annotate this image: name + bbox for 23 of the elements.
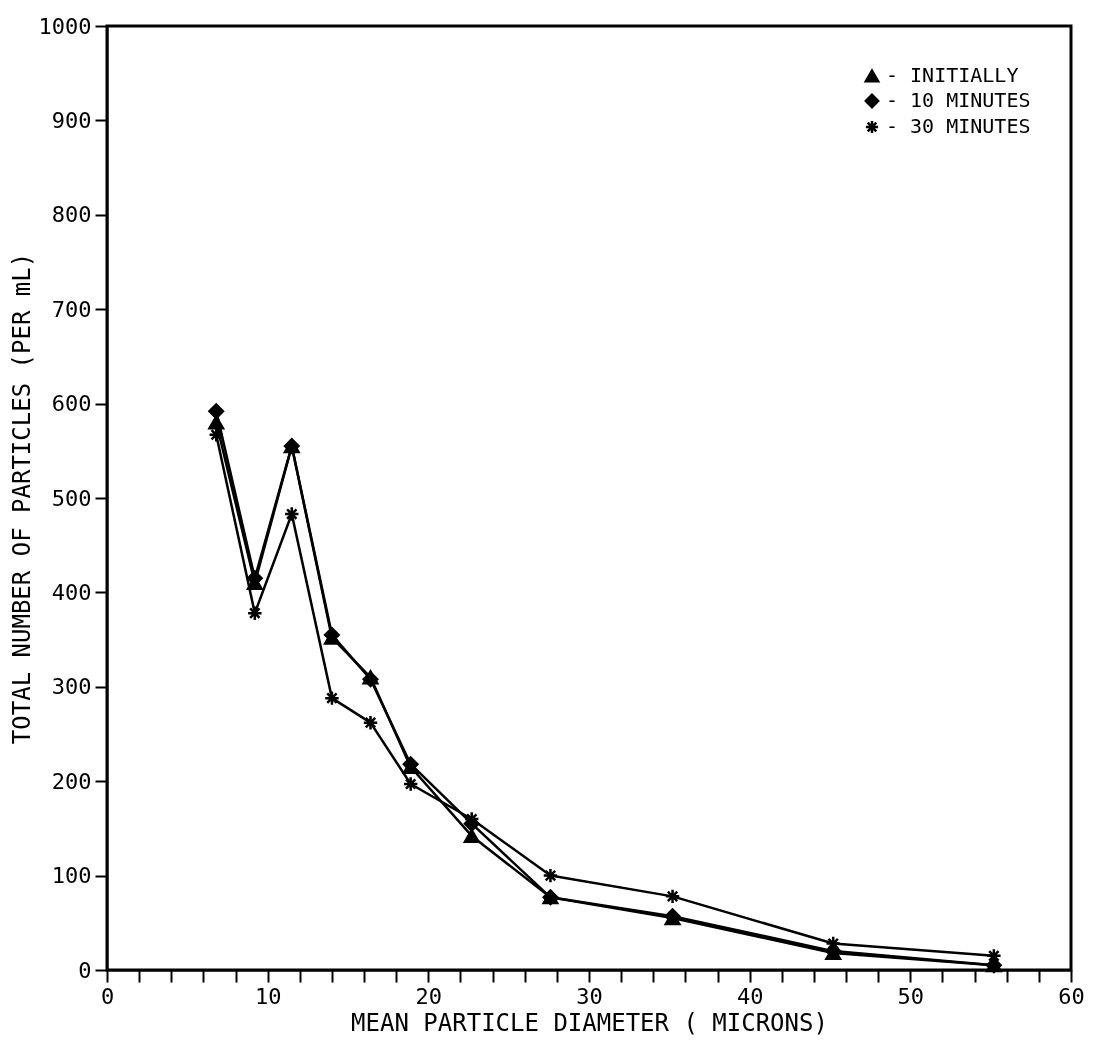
- y-tick-label: 200: [51, 768, 92, 794]
- x-tick-label: 50: [897, 983, 925, 1009]
- x-tick-label: 30: [576, 983, 603, 1009]
- x-tick-label: 0: [100, 983, 115, 1009]
- x-axis-title: MEAN PARTICLE DIAMETER ( MICRONS): [351, 1008, 828, 1037]
- y-tick-label: 900: [51, 107, 92, 133]
- x-tick-label: 40: [736, 983, 764, 1009]
- x-tick-label: 60: [1058, 983, 1085, 1009]
- y-axis-title: TOTAL NUMBER OF PARTICLES (PER mL): [7, 252, 36, 745]
- y-tick-label: 300: [51, 674, 92, 700]
- y-tick-label: 1000: [38, 13, 92, 39]
- x-tick-label: 10: [254, 983, 282, 1009]
- x-tick-label: 20: [415, 983, 443, 1009]
- y-tick-label: 800: [51, 202, 92, 228]
- y-tick-label: 600: [51, 391, 92, 417]
- legend-label: - 30 MINUTES: [886, 114, 1031, 138]
- y-tick-label: 400: [51, 579, 92, 605]
- y-tick-label: 700: [51, 296, 92, 322]
- legend-label: - INITIALLY: [886, 63, 1019, 87]
- y-tick-label: 500: [51, 485, 92, 511]
- y-tick-label: 100: [51, 863, 92, 889]
- y-tick-label: 0: [78, 957, 92, 983]
- legend-label: - 10 MINUTES: [886, 88, 1031, 112]
